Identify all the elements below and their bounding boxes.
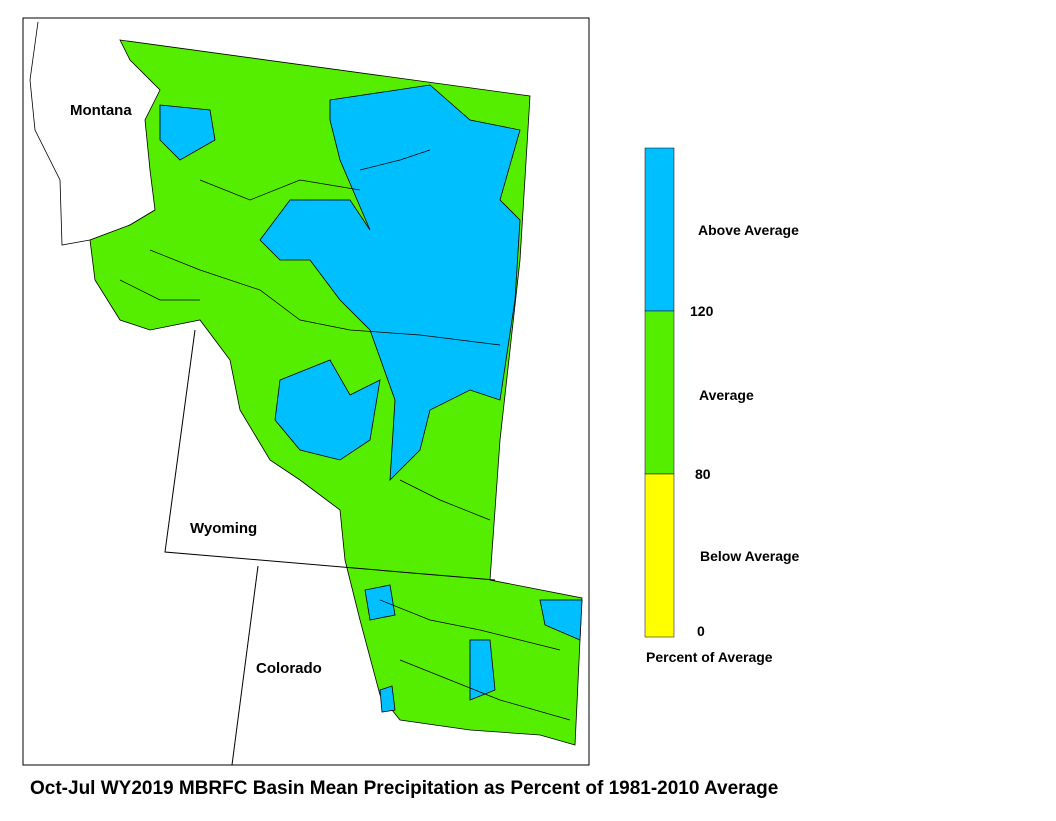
basin-line [379,599,561,651]
basin-line [199,179,361,201]
legend-break: 0 [697,623,705,639]
wyoming-border [164,329,496,581]
basin [364,584,396,621]
basin [469,639,496,701]
basin [539,599,583,641]
legend-break: 120 [690,303,714,319]
legend-swatch [644,473,675,638]
state-label: Colorado [256,660,322,677]
colorado-border [231,565,259,766]
map-title: Oct-Jul WY2019 MBRFC Basin Mean Precipit… [30,778,778,799]
basin-line [399,479,491,521]
basin-line [119,279,200,301]
state-label: Montana [70,102,132,119]
legend-class-label: Below Average [700,548,800,564]
above-average-basins [159,84,583,713]
basin [379,685,396,713]
legend [644,147,675,638]
legend-swatch [644,147,675,312]
state-label: Wyoming [190,520,257,537]
basin-lines [119,149,571,721]
basin [274,359,381,461]
legend-swatch [644,310,675,475]
basin-line [399,659,571,721]
legend-class-label: Average [699,387,754,403]
basin [259,84,521,482]
legend-break: 80 [695,466,711,482]
legend-title: Percent of Average [646,649,773,665]
basin [159,104,216,161]
basin-line [359,149,431,171]
basin-line [149,249,501,346]
legend-class-label: Above Average [698,222,799,238]
